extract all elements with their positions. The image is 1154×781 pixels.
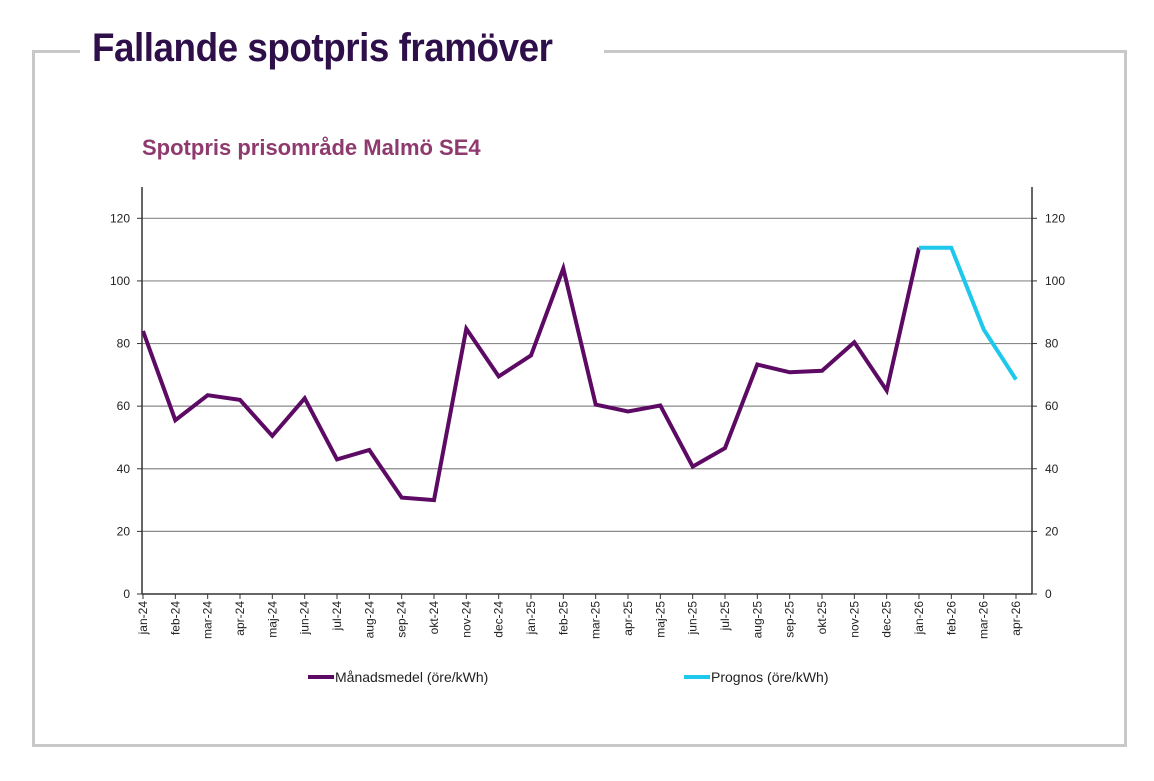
x-tick-label: dec-24 bbox=[492, 601, 506, 638]
y-tick-label-left: 0 bbox=[123, 587, 130, 601]
series-line-prognos bbox=[919, 245, 1018, 381]
y-tick-label-right: 60 bbox=[1045, 399, 1059, 413]
x-tick-label: jul-24 bbox=[330, 601, 344, 632]
page-title: Fallande spotpris framöver bbox=[92, 26, 553, 70]
y-tick-label-left: 60 bbox=[117, 399, 131, 413]
y-tick-label-right: 0 bbox=[1045, 587, 1052, 601]
x-tick-label: feb-25 bbox=[556, 601, 570, 635]
y-tick-label-left: 20 bbox=[117, 524, 131, 538]
x-tick-label: okt-24 bbox=[427, 601, 441, 635]
x-tick-label: apr-25 bbox=[621, 601, 635, 636]
series-line-manadsmedel bbox=[141, 247, 921, 503]
chart-title: Spotpris prisområde Malmö SE4 bbox=[142, 135, 481, 160]
y-axis-left-labels: 0 20 40 60 80 100 120 bbox=[110, 211, 130, 601]
axes bbox=[137, 187, 1037, 599]
title-container: Fallande spotpris framöver bbox=[80, 20, 605, 76]
y-tick-label-right: 40 bbox=[1045, 462, 1059, 476]
x-tick-label: jun-24 bbox=[298, 601, 312, 636]
x-tick-label: aug-25 bbox=[750, 601, 764, 639]
x-tick-label: dec-25 bbox=[880, 601, 894, 638]
x-tick-label: mar-24 bbox=[201, 601, 215, 639]
y-axis-right-labels: 0 20 40 60 80 100 120 bbox=[1045, 211, 1065, 601]
x-tick-label: maj-24 bbox=[265, 601, 279, 638]
x-tick-label: aug-24 bbox=[362, 601, 376, 639]
legend: Månadsmedel (öre/kWh) Prognos (öre/kWh) bbox=[308, 669, 828, 685]
x-tick-label: jan-25 bbox=[524, 601, 538, 636]
x-tick-label: jan-24 bbox=[136, 601, 150, 636]
x-axis-labels: jan-24 feb-24 mar-24 apr-24 maj-24 jun-24 jul-… bbox=[136, 601, 1023, 639]
gridlines bbox=[142, 217, 1032, 532]
legend-label: Prognos (öre/kWh) bbox=[711, 669, 828, 685]
x-tick-label: feb-24 bbox=[168, 601, 182, 635]
series-lines bbox=[141, 245, 1018, 503]
y-tick-label-left: 40 bbox=[117, 462, 131, 476]
y-tick-label-right: 100 bbox=[1045, 274, 1065, 288]
x-tick-label: maj-25 bbox=[653, 601, 667, 638]
x-tick-label: jul-25 bbox=[718, 601, 732, 632]
y-tick-label-right: 80 bbox=[1045, 337, 1059, 351]
y-tick-label-left: 80 bbox=[117, 337, 131, 351]
x-tick-label: apr-26 bbox=[1009, 601, 1023, 636]
x-tick-label: sep-25 bbox=[783, 601, 797, 638]
y-tick-label-right: 120 bbox=[1045, 211, 1065, 225]
x-tick-label: sep-24 bbox=[395, 601, 409, 638]
x-tick-label: mar-25 bbox=[589, 601, 603, 639]
x-tick-label: feb-26 bbox=[944, 601, 958, 635]
x-tick-label: jun-25 bbox=[686, 601, 700, 636]
legend-label: Månadsmedel (öre/kWh) bbox=[335, 669, 488, 685]
x-tick-label: nov-24 bbox=[459, 601, 473, 638]
x-tick-label: nov-25 bbox=[847, 601, 861, 638]
x-tick-label: okt-25 bbox=[815, 601, 829, 635]
x-tick-label: jan-26 bbox=[912, 601, 926, 636]
x-tick-label: apr-24 bbox=[233, 601, 247, 636]
y-tick-label-left: 100 bbox=[110, 274, 130, 288]
x-tick-label: mar-26 bbox=[977, 601, 991, 639]
y-tick-label-right: 20 bbox=[1045, 524, 1059, 538]
y-tick-label-left: 120 bbox=[110, 211, 130, 225]
